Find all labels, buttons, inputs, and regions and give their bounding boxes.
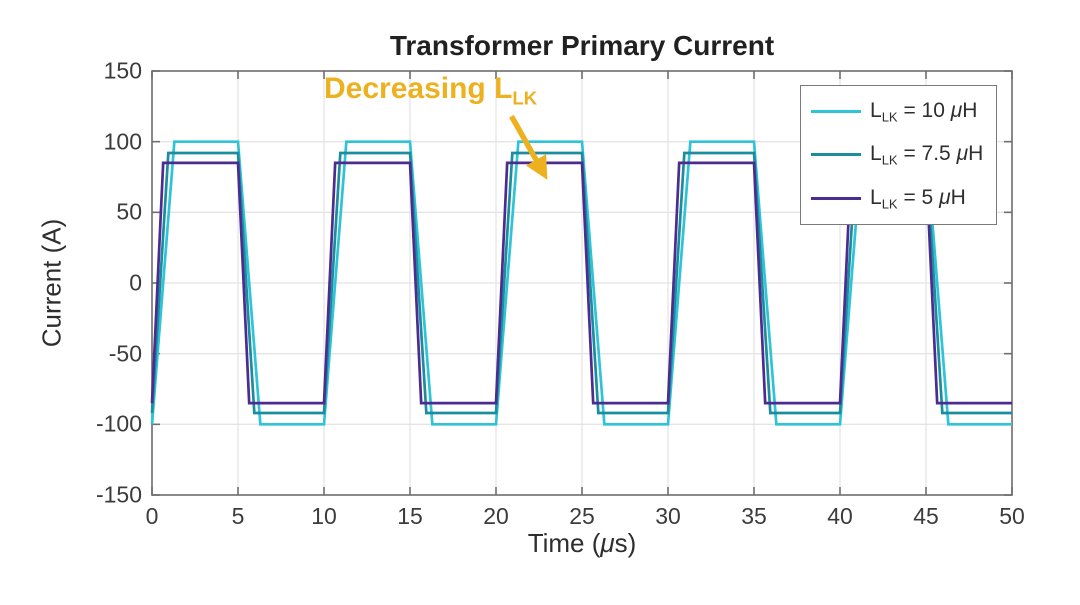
legend-entry-label: LLK = 5 μH [870, 185, 966, 212]
y-tick-label: -150 [95, 481, 142, 508]
series-line-7.5uH [150, 151, 1012, 415]
y-tick-label: 100 [103, 128, 142, 155]
legend-entry: LLK = 5 μH [801, 185, 996, 212]
x-tick-label: 40 [827, 503, 853, 529]
x-axis-label: Time (μs) [527, 528, 637, 558]
legend-line-sample [811, 196, 861, 200]
legend: LLK = 10 μH LLK = 7.5 μH LLK = 5 μH [800, 85, 997, 225]
chart-title: Transformer Primary Current [389, 30, 775, 61]
x-tick-label: 35 [741, 503, 767, 529]
annotation-arrow [509, 114, 548, 180]
legend-entry-label: LLK = 7.5 μH [870, 142, 984, 168]
y-axis-label: Current (A) [36, 218, 67, 348]
x-tick-label: 10 [311, 503, 337, 529]
legend-entry-label: LLK = 10 μH [870, 98, 978, 125]
x-tick-label: 45 [913, 503, 939, 529]
annotation-decreasing-llk: Decreasing LLK [324, 72, 538, 109]
x-tick-label: 20 [483, 503, 509, 529]
x-tick-label: 30 [655, 503, 681, 529]
legend-line-sample [811, 110, 861, 114]
x-tick-label: 0 [145, 503, 159, 529]
x-tick-label: 15 [397, 503, 423, 529]
y-tick-label: 0 [129, 269, 142, 296]
y-tick-label: -50 [108, 340, 142, 367]
y-tick-label: 50 [116, 198, 142, 225]
legend-line-sample [811, 153, 861, 157]
y-tick-label: -100 [95, 410, 142, 437]
series-line-10uH [150, 140, 1012, 426]
y-tick-label: 150 [103, 57, 142, 84]
legend-entry: LLK = 7.5 μH [801, 142, 996, 168]
x-tick-label: 25 [569, 503, 595, 529]
series-line-5uH [150, 161, 1012, 405]
legend-entry: LLK = 10 μH [801, 98, 996, 125]
x-tick-label: 50 [999, 503, 1025, 529]
x-tick-label: 5 [231, 503, 245, 529]
